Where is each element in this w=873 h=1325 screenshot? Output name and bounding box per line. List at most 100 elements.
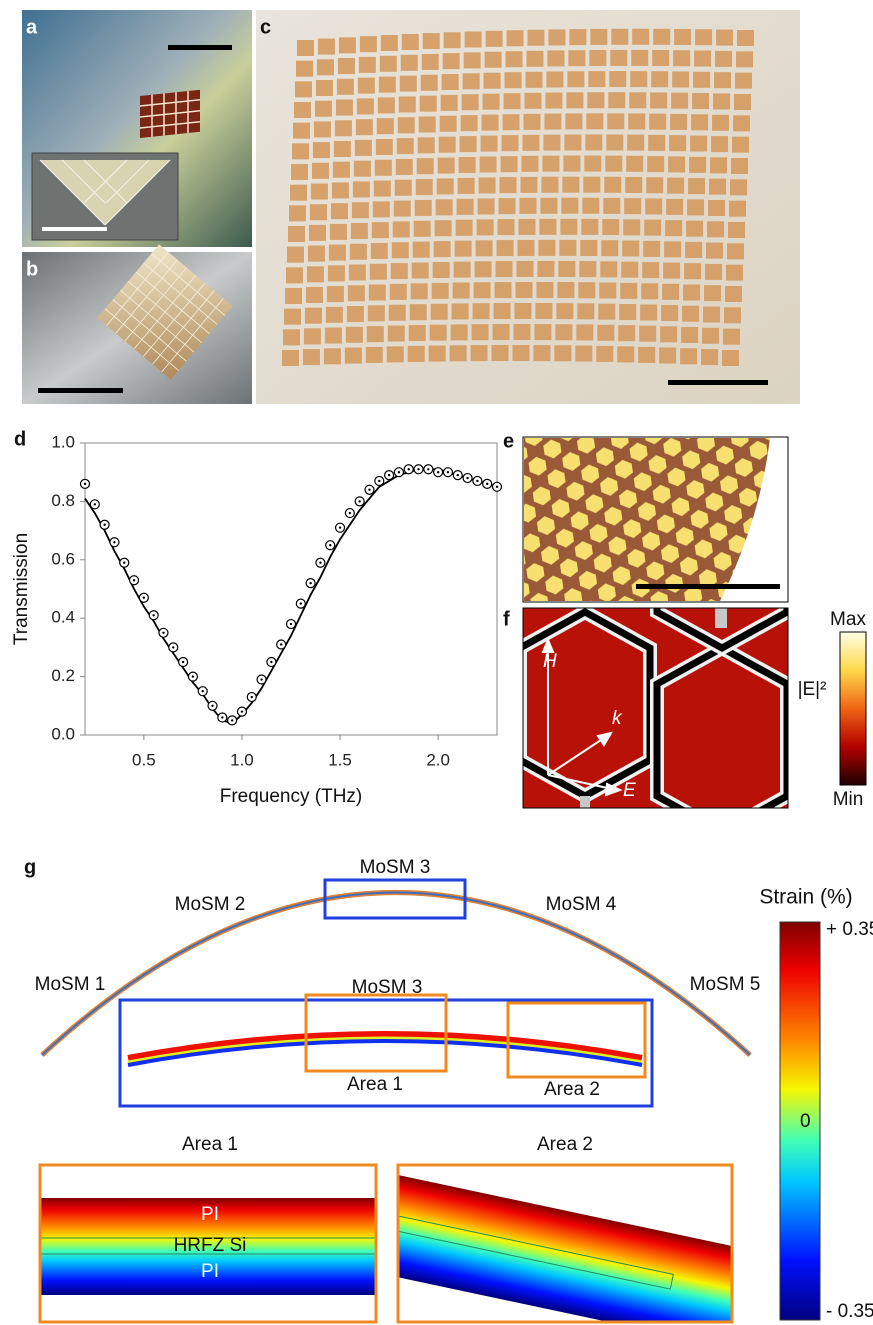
array-cell	[674, 29, 691, 45]
measured-point-center	[408, 468, 410, 470]
array-cell	[610, 50, 627, 66]
axis-label-e: E	[623, 780, 636, 801]
array-cell	[474, 282, 491, 298]
array-cell	[587, 92, 604, 108]
scale-bar	[668, 380, 768, 385]
array-cell	[730, 179, 747, 195]
measured-point-center	[398, 471, 400, 473]
array-cell	[542, 156, 559, 172]
array-cell	[507, 30, 524, 46]
array-cell	[737, 30, 754, 46]
array-cell	[477, 219, 494, 235]
array-cell	[694, 50, 711, 66]
array-cell	[556, 303, 573, 319]
array-cell	[710, 157, 727, 173]
array-cell	[390, 284, 407, 300]
array-cell	[584, 156, 601, 172]
array-cell	[639, 326, 656, 342]
measured-point-center	[457, 474, 459, 476]
array-cell	[313, 142, 330, 158]
array-cell	[293, 123, 310, 139]
array-cell	[348, 285, 365, 301]
array-cell	[680, 348, 697, 364]
array-cell	[607, 113, 624, 129]
array-cell	[671, 93, 688, 109]
array-cell	[350, 244, 367, 260]
array-cell	[370, 264, 387, 280]
array-cell	[624, 198, 641, 214]
array-cell	[643, 241, 660, 257]
area-title: Area 2	[537, 1134, 593, 1155]
array-cell	[422, 54, 439, 70]
measured-point-center	[94, 503, 96, 505]
page: {"panel_labels": ["a", "b", "c", "d", "e…	[0, 0, 873, 1325]
array-cell	[415, 200, 432, 216]
array-cell	[480, 157, 497, 173]
array-cell	[391, 263, 408, 279]
array-cell	[524, 93, 541, 109]
array-cell	[356, 119, 373, 135]
array-cell	[482, 115, 499, 131]
array-cell	[429, 346, 446, 362]
array-cell	[596, 346, 613, 362]
array-cell	[597, 325, 614, 341]
array-cell	[395, 180, 412, 196]
measured-point-center	[309, 582, 311, 584]
array-cell	[465, 31, 482, 47]
measured-point-center	[162, 632, 164, 634]
scale-bar	[42, 227, 107, 231]
array-cell	[501, 156, 518, 172]
array-cell	[433, 262, 450, 278]
y-tick-label: 0.2	[51, 666, 75, 685]
array-cell	[461, 115, 478, 131]
array-cell	[535, 303, 552, 319]
plot-frame	[85, 443, 497, 735]
array-cell	[536, 282, 553, 298]
array-cell	[629, 92, 646, 108]
axis-label-k: k	[612, 708, 623, 729]
array-cell	[516, 261, 533, 277]
panel-label: c	[260, 16, 271, 38]
array-cell	[724, 307, 741, 323]
y-tick-label: 0.0	[51, 724, 75, 743]
array-cell	[355, 140, 372, 156]
array-cell	[450, 345, 467, 361]
measured-point-center	[202, 690, 204, 692]
measured-point-center	[280, 643, 282, 645]
array-cell	[357, 98, 374, 114]
array-cell	[581, 219, 598, 235]
array-cell	[590, 29, 607, 45]
measured-point-center	[260, 678, 262, 680]
array-cell	[378, 97, 395, 113]
array-cell	[351, 223, 368, 239]
array-cell	[372, 222, 389, 238]
array-cell	[417, 158, 434, 174]
array-cell	[735, 73, 752, 89]
array-cell	[493, 324, 510, 340]
array-cell	[305, 308, 322, 324]
array-cell	[492, 345, 509, 361]
array-cell	[402, 34, 419, 50]
array-cell	[725, 286, 742, 302]
measured-point-center	[270, 661, 272, 663]
measured-point-center	[388, 474, 390, 476]
measured-point-center	[349, 512, 351, 514]
array-cell	[496, 261, 513, 277]
area2-view	[377, 1165, 769, 1325]
array-cell	[705, 264, 722, 280]
colorbar-label: |E|²	[798, 679, 827, 700]
array-cell	[475, 261, 492, 277]
array-cell	[577, 303, 594, 319]
array-cell	[458, 178, 475, 194]
array-cell	[453, 283, 470, 299]
array-cell	[430, 325, 447, 341]
array-cell	[722, 350, 739, 366]
panel-label: f	[503, 608, 510, 630]
array-cell	[303, 349, 320, 365]
array-cell	[539, 219, 556, 235]
array-cell	[650, 92, 667, 108]
array-cell	[653, 29, 670, 45]
array-cell	[723, 329, 740, 345]
colorbar-max: Max	[830, 609, 866, 630]
array-cell	[437, 178, 454, 194]
